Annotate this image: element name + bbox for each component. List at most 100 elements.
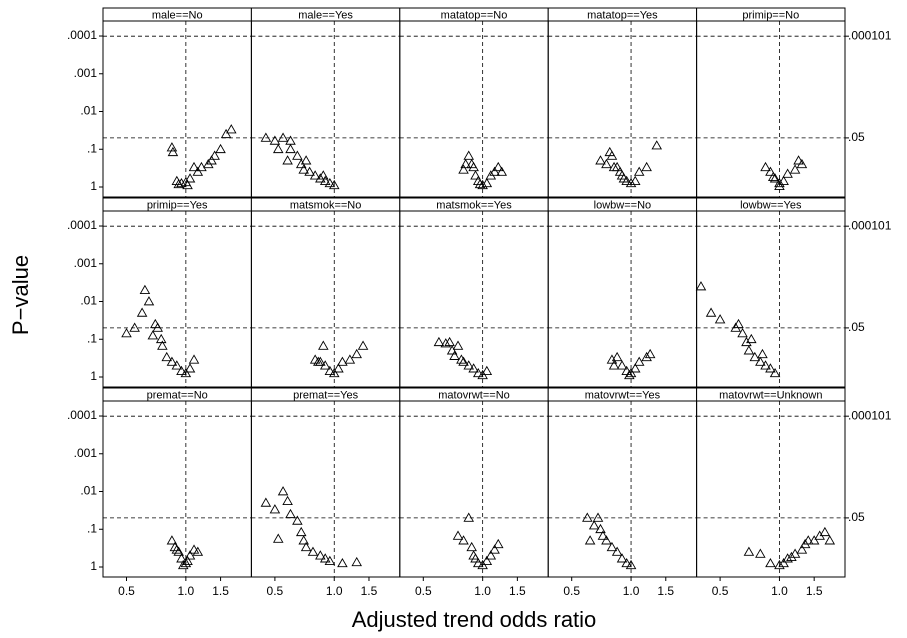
triangle-marker — [789, 164, 801, 174]
panel-title: matatop==Yes — [587, 9, 658, 21]
triangle-marker — [595, 155, 606, 165]
triangle-marker — [215, 143, 226, 154]
triangle-marker — [606, 150, 618, 160]
triangle-marker — [171, 360, 183, 370]
triangle-marker — [449, 350, 460, 360]
triangle-marker — [760, 161, 771, 172]
triangle-marker — [139, 284, 151, 294]
y-tick-label: 1 — [90, 559, 97, 573]
triangle-marker — [695, 281, 707, 291]
x-tick-label: 1.5 — [361, 584, 378, 598]
triangle-marker — [161, 351, 173, 362]
triangle-marker — [171, 544, 183, 554]
triangle-marker — [260, 132, 272, 142]
y-tick-label: .0001 — [67, 28, 97, 42]
panel-title: male==No — [152, 9, 203, 21]
y-axis-label: P−value — [8, 255, 33, 335]
panel-title: primip==No — [742, 9, 799, 21]
triangle-marker — [129, 322, 140, 332]
triangle-marker — [625, 177, 637, 188]
triangle-marker — [611, 546, 623, 556]
triangle-marker — [192, 546, 204, 556]
triangle-marker — [819, 526, 831, 537]
triangle-marker — [220, 128, 232, 139]
panel-title: matovrwt==Unknown — [719, 389, 822, 401]
triangle-marker — [608, 360, 620, 370]
triangle-marker — [456, 354, 467, 364]
triangle-marker — [651, 140, 663, 150]
triangle-marker — [226, 124, 237, 134]
triangle-marker — [277, 132, 289, 142]
y-tick-label: .001 — [74, 446, 98, 460]
panel-title: male==Yes — [298, 9, 353, 21]
triangle-marker — [492, 161, 504, 172]
triangle-marker — [629, 175, 641, 185]
triangle-marker — [644, 348, 656, 359]
triangle-marker — [337, 557, 348, 568]
triangle-marker — [714, 314, 726, 324]
triangle-marker — [625, 367, 637, 378]
triangle-marker — [633, 356, 645, 366]
triangle-marker — [440, 338, 452, 348]
triangle-marker — [782, 168, 793, 178]
triangle-marker — [318, 170, 329, 180]
plot-frame — [696, 210, 846, 388]
triangle-marker — [298, 164, 309, 174]
triangle-marker — [458, 535, 469, 545]
triangle-marker — [357, 340, 369, 350]
triangle-marker — [272, 533, 284, 543]
triangle-marker — [755, 548, 766, 558]
triangle-marker — [611, 351, 623, 362]
triangle-marker — [472, 367, 484, 378]
triangle-marker — [749, 351, 761, 362]
triangle-marker — [166, 142, 178, 152]
triangle-marker — [176, 365, 187, 375]
triangle-marker — [774, 559, 785, 570]
triangle-marker — [765, 557, 776, 568]
triangle-marker — [136, 307, 148, 317]
triangle-marker — [173, 178, 184, 189]
triangle-marker — [176, 553, 187, 563]
triangle-marker — [460, 158, 471, 169]
triangle-marker — [808, 535, 820, 545]
panel-title: premat==Yes — [293, 389, 359, 401]
triangle-marker — [315, 173, 326, 183]
triangle-marker — [621, 557, 632, 568]
triangle-marker — [769, 367, 781, 378]
triangle-marker — [481, 365, 493, 375]
triangle-marker — [319, 553, 331, 563]
panel-title: lowbw==Yes — [740, 199, 802, 211]
triangle-marker — [333, 363, 344, 373]
triangle-marker — [629, 363, 641, 373]
triangle-marker — [324, 177, 336, 188]
triangle-marker — [616, 360, 628, 370]
y-tick-label: .1 — [87, 141, 97, 155]
triangle-marker — [176, 177, 187, 188]
triangle-marker — [767, 171, 779, 182]
triangle-marker — [468, 161, 479, 172]
triangle-marker — [300, 155, 312, 165]
triangle-marker — [282, 155, 293, 165]
x-tick-label: 1.0 — [178, 584, 195, 598]
triangle-marker — [182, 179, 193, 190]
triangle-marker — [625, 559, 637, 570]
y-tick-label: .001 — [74, 256, 98, 270]
triangle-marker — [300, 541, 312, 552]
triangle-marker — [209, 150, 220, 160]
triangle-marker — [743, 345, 755, 355]
triangle-marker — [324, 365, 336, 375]
triangle-marker — [468, 363, 479, 373]
triangle-marker — [601, 158, 612, 169]
triangle-marker — [184, 363, 196, 373]
triangle-marker — [470, 170, 481, 180]
panel-title: primip==Yes — [147, 199, 208, 211]
triangle-marker — [444, 336, 455, 347]
triangle-marker — [337, 356, 348, 366]
triangle-marker — [641, 161, 652, 172]
triangle-marker — [309, 170, 321, 180]
y-tick-label: 1 — [90, 179, 97, 193]
triangle-marker — [597, 530, 609, 540]
triangle-marker — [463, 360, 475, 370]
triangle-marker — [757, 348, 768, 359]
